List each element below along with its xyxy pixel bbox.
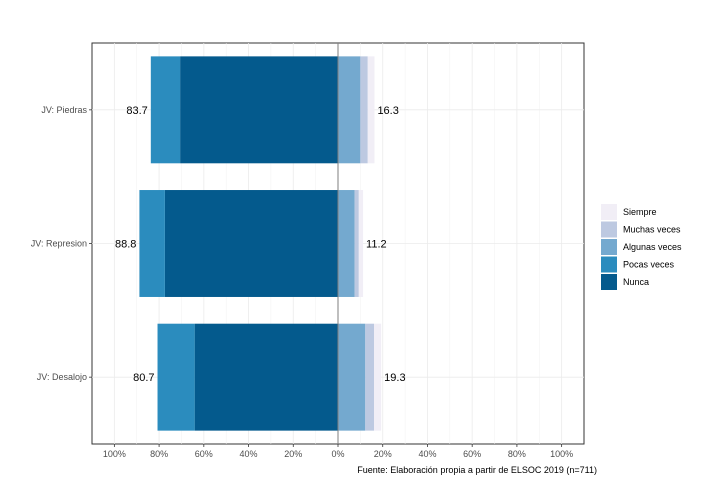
- x-tick-label: 20%: [284, 449, 302, 459]
- legend-label-pocas-veces: Pocas veces: [623, 260, 675, 270]
- x-tick-label: 100%: [550, 449, 573, 459]
- bars: [139, 56, 382, 431]
- bar-segment-nunca: [194, 323, 338, 431]
- x-tick-label: 20%: [374, 449, 392, 459]
- bar-segment-algunas-veces: [338, 56, 361, 164]
- bar-segment-nunca: [164, 190, 338, 297]
- x-tick-label: 40%: [240, 449, 258, 459]
- x-tick-label: 40%: [418, 449, 436, 459]
- positive-total-label: 11.2: [366, 239, 387, 251]
- x-tick-label: 100%: [103, 449, 126, 459]
- legend-label-siempre: Siempre: [623, 207, 657, 217]
- x-tick-label: 60%: [195, 449, 213, 459]
- x-tick-label: 60%: [463, 449, 481, 459]
- negative-total-label: 88.8: [115, 239, 136, 251]
- legend-key-algunas-veces: [601, 239, 617, 255]
- legend-label-nunca: Nunca: [623, 277, 649, 287]
- legend-label-muchas-veces: Muchas veces: [623, 225, 681, 235]
- bar-segment-muchas-veces: [360, 56, 368, 164]
- bar-segment-algunas-veces: [338, 323, 366, 431]
- legend: Siempre Muchas veces Algunas veces Pocas ve…: [601, 204, 682, 290]
- bar-segment-pocas-veces: [139, 190, 165, 297]
- x-axis-ticks: 100% 80% 60% 40% 20% 0% 20% 40% 60% 80% 100%: [103, 444, 573, 459]
- negative-total-label: 80.7: [133, 372, 154, 384]
- x-tick-label: 0%: [331, 449, 344, 459]
- y-tick-label: JV: Desalojo: [37, 372, 87, 382]
- legend-key-nunca: [601, 274, 617, 290]
- bar-segment-pocas-veces: [157, 323, 195, 431]
- legend-key-muchas-veces: [601, 221, 617, 238]
- y-axis-ticks: JV: Piedras JV: Represion JV: Desalojo: [31, 105, 92, 382]
- x-tick-label: 80%: [150, 449, 168, 459]
- bar-segment-algunas-veces: [338, 190, 355, 297]
- bar-segment-nunca: [180, 56, 338, 164]
- y-tick-label: JV: Represion: [31, 239, 87, 249]
- bar-segment-muchas-veces: [354, 190, 359, 297]
- bar-segment-siempre: [367, 56, 375, 164]
- positive-total-label: 19.3: [384, 372, 405, 384]
- y-tick-label: JV: Piedras: [41, 105, 87, 115]
- legend-key-pocas-veces: [601, 256, 617, 273]
- bar-segment-muchas-veces: [365, 323, 375, 431]
- legend-label-algunas-veces: Algunas veces: [623, 242, 682, 252]
- bar-segment-siempre: [358, 190, 364, 297]
- chart-caption: Fuente: Elaboración propia a partir de E…: [357, 465, 597, 475]
- negative-total-label: 83.7: [126, 105, 147, 117]
- x-tick-label: 80%: [508, 449, 526, 459]
- positive-total-label: 16.3: [377, 105, 398, 117]
- bar-segment-siempre: [374, 323, 382, 431]
- data-labels: 83.7 16.3 88.8 11.2 80.7 19.3: [115, 105, 406, 384]
- bar-segment-pocas-veces: [150, 56, 181, 164]
- legend-key-siempre: [601, 204, 617, 220]
